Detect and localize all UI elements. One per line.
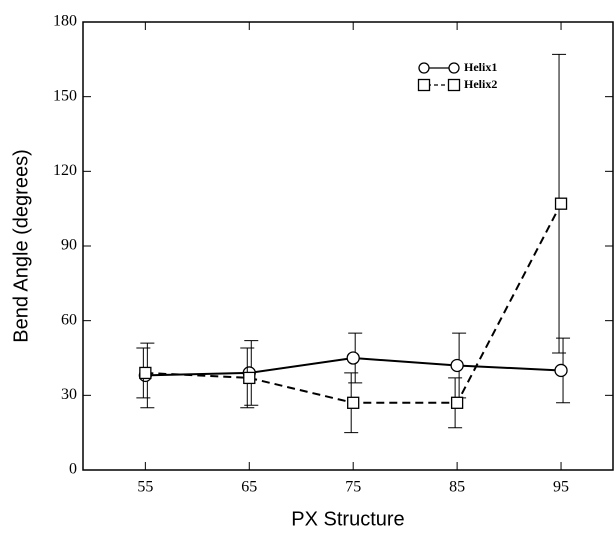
marker (139, 366, 152, 380)
legend-label: Helix1 (464, 60, 497, 74)
marker (243, 371, 256, 385)
legend-marker (418, 62, 430, 74)
y-tick-label: 0 (69, 461, 77, 478)
y-tick-label: 180 (53, 13, 77, 30)
y-tick-label: 120 (53, 162, 77, 179)
x-tick-label: 75 (345, 479, 361, 496)
x-tick-label: 65 (241, 479, 257, 496)
legend-marker (417, 78, 431, 92)
x-tick-label: 55 (137, 479, 153, 496)
y-axis-label: Bend Angle (degrees) (10, 149, 32, 342)
marker (554, 363, 568, 378)
marker (554, 197, 568, 210)
y-tick-label: 150 (53, 87, 77, 104)
marker (347, 396, 360, 409)
legend-marker (447, 78, 461, 92)
legend-label: Helix2 (464, 77, 497, 91)
legend-marker (448, 62, 460, 74)
marker (346, 351, 360, 365)
y-tick-label: 30 (61, 386, 77, 403)
marker (450, 396, 464, 409)
x-tick-label: 85 (449, 479, 465, 496)
y-tick-label: 60 (61, 311, 77, 328)
x-axis-label: PX Structure (291, 508, 404, 530)
x-tick-label: 95 (553, 479, 569, 496)
marker (450, 358, 464, 373)
y-tick-label: 90 (61, 237, 77, 254)
